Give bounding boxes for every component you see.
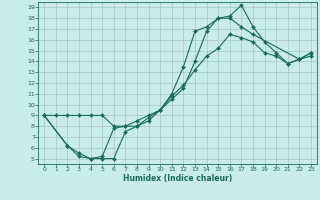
X-axis label: Humidex (Indice chaleur): Humidex (Indice chaleur) [123, 174, 232, 183]
